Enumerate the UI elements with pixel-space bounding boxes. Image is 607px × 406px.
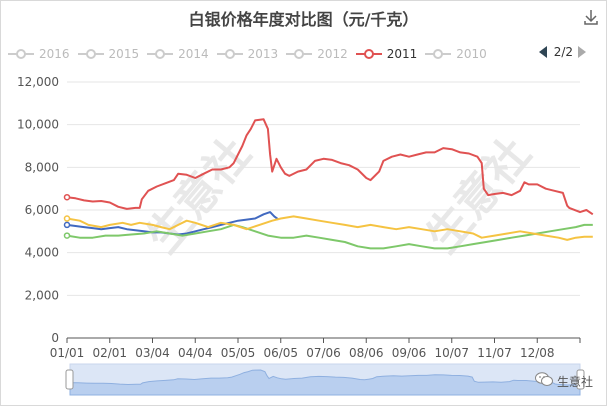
legend: 2016 2015 2014 2013 2012 2011 2010 — [8, 44, 495, 64]
prev-page-icon[interactable] — [538, 45, 550, 59]
legend-item-2013[interactable]: 2013 — [216, 47, 279, 61]
legend-pager: 2/2 — [538, 45, 589, 59]
legend-line-icon — [286, 49, 313, 59]
legend-label: 2014 — [178, 47, 209, 61]
legend-line-icon — [77, 49, 104, 59]
legend-item-2016[interactable]: 2016 — [8, 47, 70, 61]
wechat-label: 生意社 — [556, 374, 593, 389]
legend-label: 2010 — [456, 47, 487, 61]
download-icon[interactable] — [583, 8, 599, 26]
chart-title: 白银价格年度对比图（元/千克） — [188, 10, 419, 29]
legend-label: 2015 — [108, 47, 140, 61]
legend-line-icon — [216, 49, 243, 59]
legend-item-2015[interactable]: 2015 — [77, 47, 140, 61]
page-indicator: 2/2 — [553, 45, 573, 59]
legend-item-2010[interactable]: 2010 — [425, 47, 487, 61]
wechat-icon — [534, 372, 553, 390]
legend-item-2011[interactable]: 2011 — [355, 47, 418, 61]
wechat-badge: 生意社 — [534, 372, 593, 390]
legend-line-icon — [147, 49, 174, 59]
legend-line-icon — [8, 49, 34, 59]
legend-item-2012[interactable]: 2012 — [286, 47, 348, 61]
legend-label: 2013 — [247, 47, 279, 61]
legend-label: 2012 — [317, 47, 348, 61]
legend-line-icon — [425, 49, 452, 59]
legend-line-icon — [355, 49, 382, 59]
legend-label: 2011 — [386, 47, 418, 61]
legend-item-2014[interactable]: 2014 — [147, 47, 209, 61]
legend-label: 2016 — [39, 47, 70, 61]
next-page-icon[interactable] — [577, 45, 589, 59]
